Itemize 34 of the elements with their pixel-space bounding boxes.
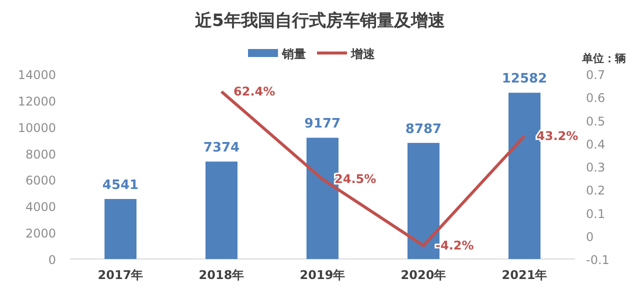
- y2-tick-label: 0.3: [586, 160, 606, 174]
- y-tick-label: 6000: [25, 174, 56, 188]
- bar: [104, 198, 136, 259]
- legend-label: 增速: [350, 47, 376, 61]
- data-label: 7374: [203, 140, 240, 156]
- data-label: 12582: [502, 72, 548, 87]
- bar: [206, 162, 238, 259]
- x-tick-label: 2018年: [198, 268, 244, 282]
- chart-title: 近5年我国自行式房车销量及增速: [194, 11, 445, 31]
- x-tick-label: 2019年: [300, 268, 346, 282]
- y2-tick-label: 0.2: [586, 184, 606, 198]
- y-tick-label: 10000: [18, 120, 56, 135]
- x-tick-label: 2017年: [98, 268, 144, 282]
- data-label: 62.4%: [234, 84, 276, 99]
- y2-tick-label: 0.1: [586, 206, 606, 221]
- text: 单位：辆: [581, 52, 626, 65]
- data-label: 4541: [102, 178, 139, 193]
- legend-label: 销量: [281, 47, 306, 61]
- y-tick-label: 8000: [25, 147, 56, 162]
- y2-tick-label: 0.7: [586, 68, 606, 82]
- data-label: 8787: [405, 122, 442, 137]
- y-tick-label: 0: [48, 253, 56, 267]
- y2-tick-label: 0.6: [586, 91, 606, 106]
- y2-tick-label: 0.5: [586, 114, 606, 128]
- y2-tick-label: 0: [586, 230, 594, 244]
- x-tick-label: 2021年: [502, 268, 548, 282]
- y-tick-label: 4000: [25, 200, 56, 214]
- x-tick-label: 2020年: [400, 268, 446, 282]
- y-tick-label: 14000: [18, 68, 56, 82]
- y-tick-label: 2000: [25, 226, 56, 241]
- y-tick-label: 12000: [18, 94, 56, 108]
- y2-tick-label: -0.1: [586, 253, 610, 267]
- data-label: 9177: [304, 116, 341, 132]
- y2-tick-label: 0.4: [586, 137, 606, 152]
